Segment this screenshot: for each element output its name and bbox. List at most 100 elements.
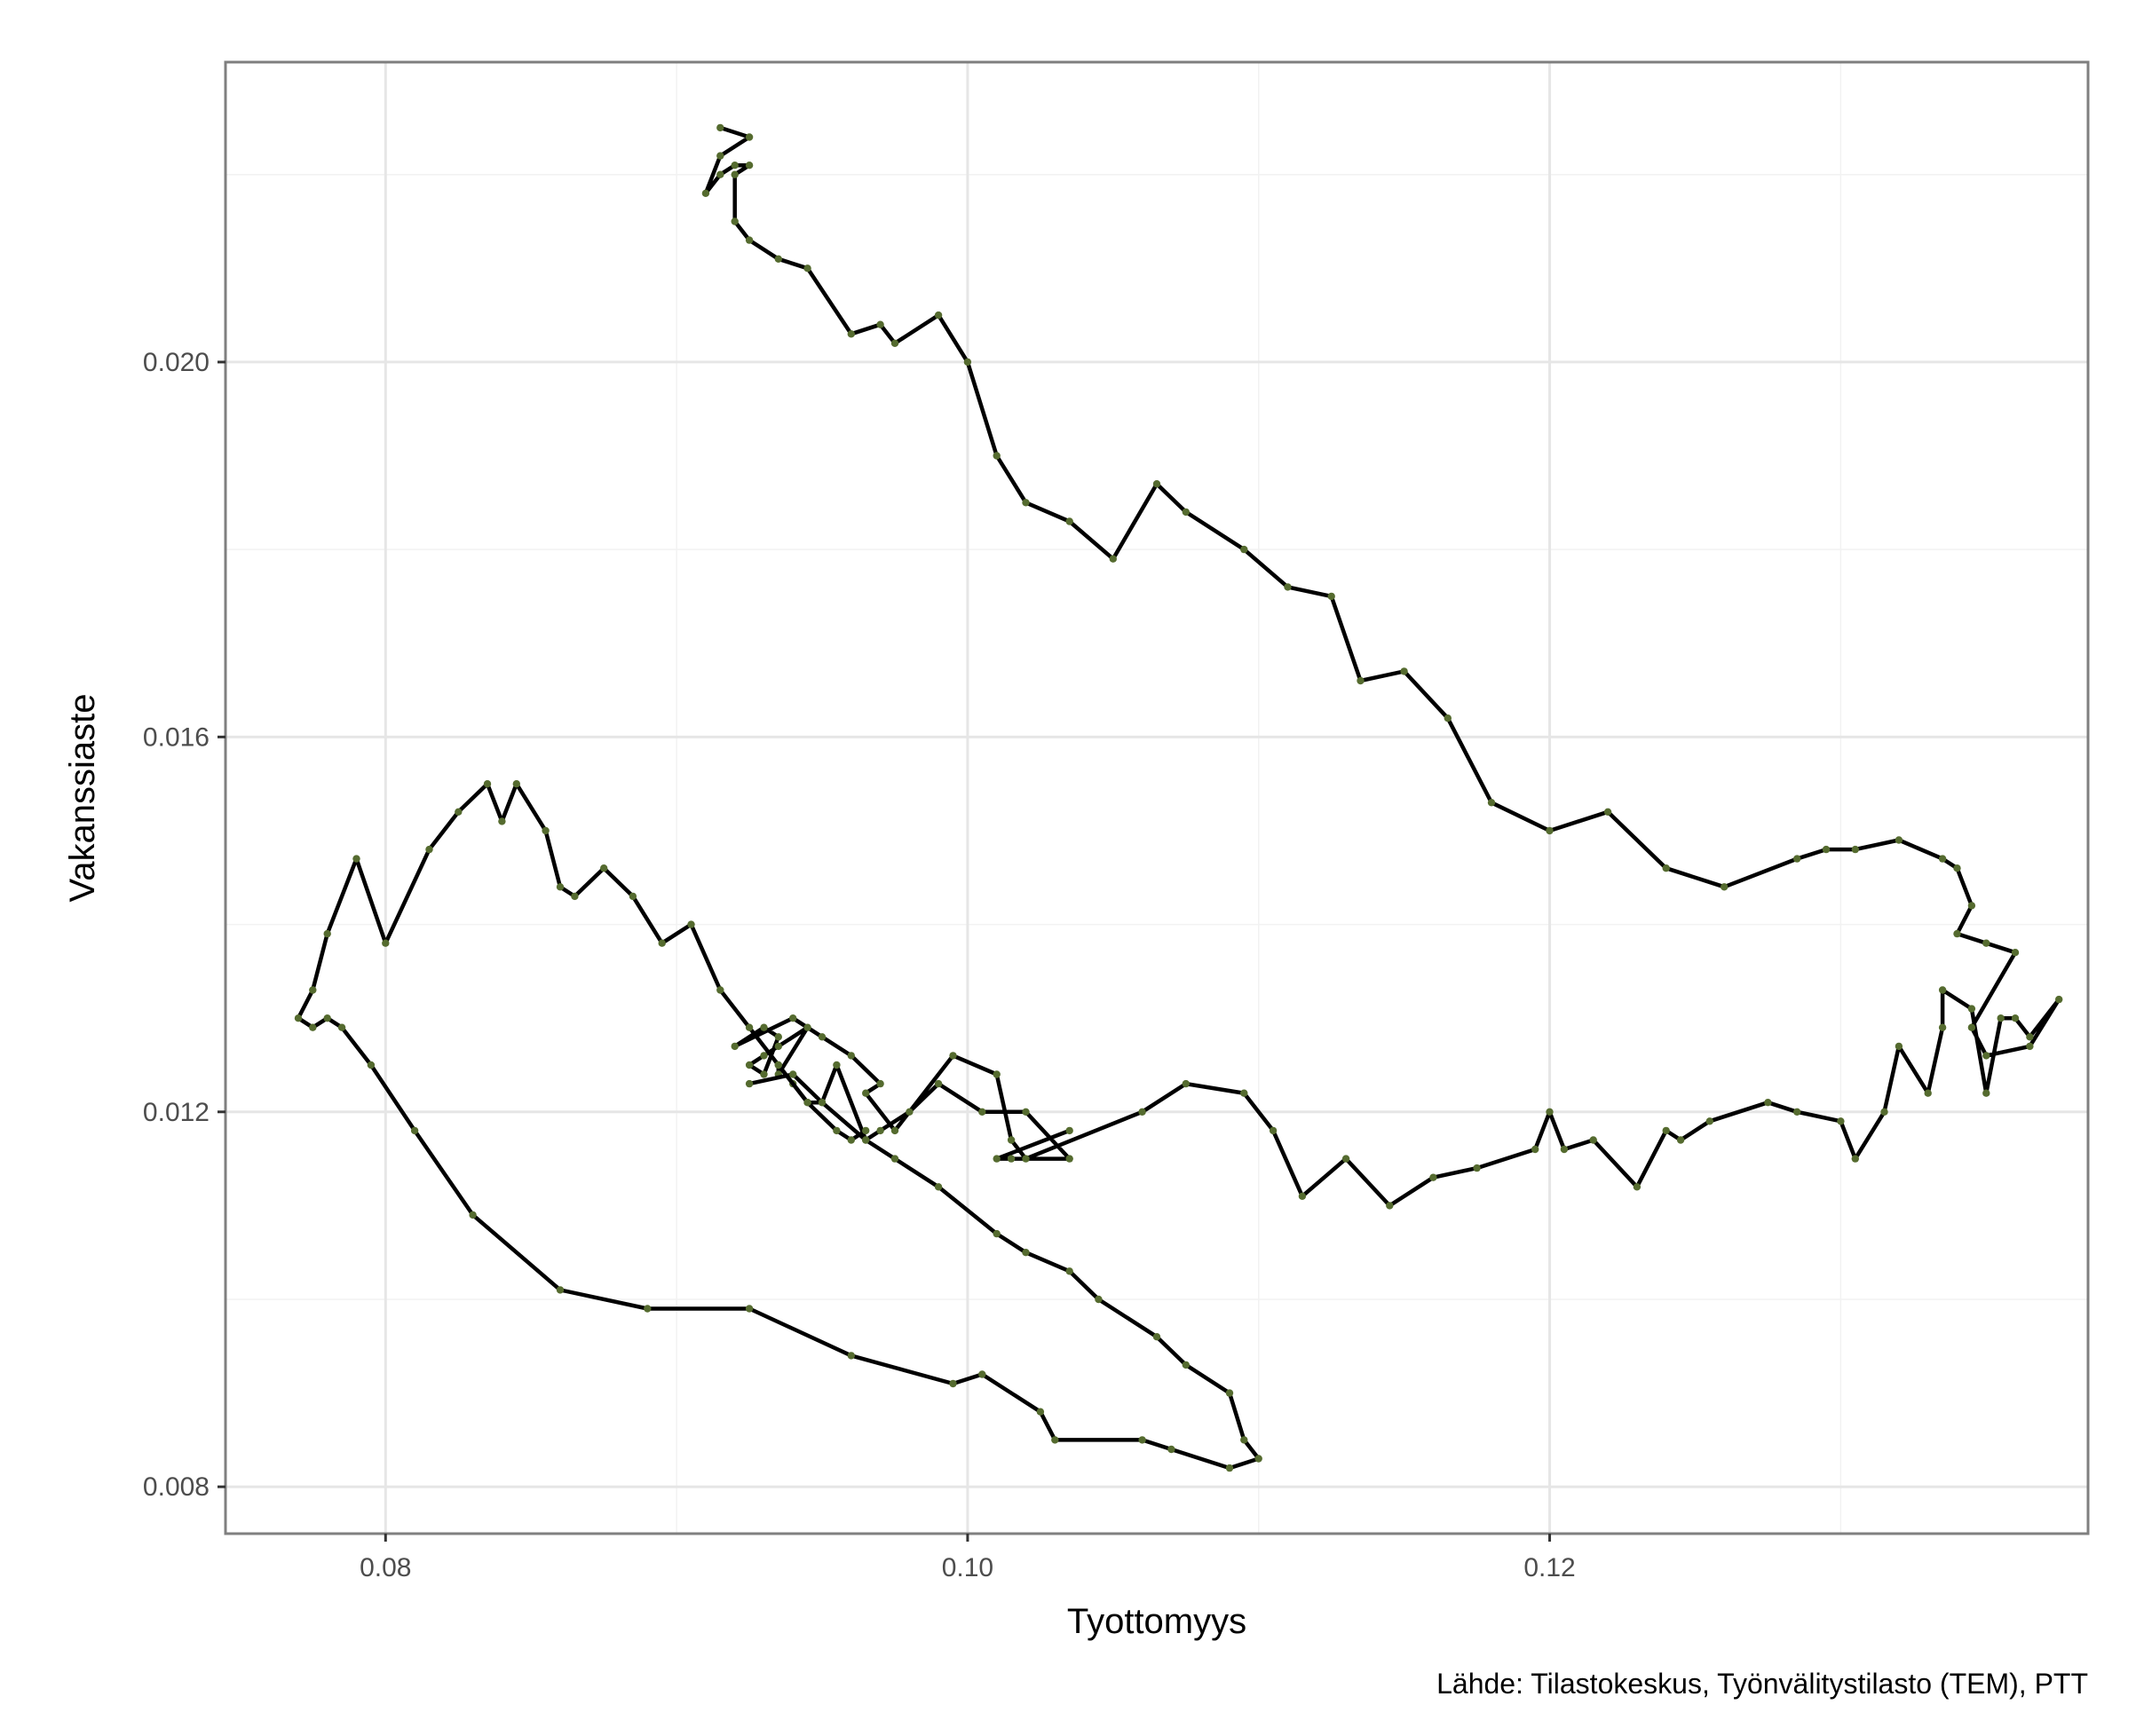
data-point-1-32: [294, 1014, 303, 1022]
data-point-0-73: [1953, 864, 1961, 872]
data-point-1-53: [833, 1126, 841, 1135]
data-point-1-1: [789, 1070, 797, 1078]
data-point-0-110: [716, 152, 724, 160]
data-point-0-24: [789, 1014, 797, 1022]
data-point-0-28: [862, 1089, 870, 1097]
data-point-0-3: [1065, 1155, 1073, 1163]
data-point-0-69: [2011, 949, 2020, 957]
data-point-0-64: [2026, 1033, 2034, 1041]
data-point-1-51: [774, 1061, 782, 1069]
data-point-0-97: [934, 311, 943, 320]
data-point-1-12: [1225, 1389, 1234, 1397]
grid-layer: [225, 62, 2088, 1534]
data-point-1-28: [367, 1061, 376, 1069]
data-point-1-13: [1240, 1436, 1248, 1444]
data-point-1-15: [1225, 1464, 1234, 1472]
data-point-0-33: [1022, 1155, 1030, 1163]
series-layer: [294, 123, 2063, 1472]
data-point-0-2: [1007, 1155, 1016, 1163]
data-point-1-33: [309, 986, 317, 994]
data-point-0-40: [1386, 1202, 1394, 1210]
data-point-0-34: [1138, 1108, 1146, 1117]
axis-layer: 0.08 0.10 0.12 0.008 0.012 0.016 0.020: [143, 348, 1576, 1582]
y-tick-label-0: 0.008: [143, 1472, 210, 1502]
data-point-0-17: [774, 1042, 782, 1051]
data-point-0-29: [890, 1126, 899, 1135]
data-point-1-39: [483, 780, 492, 788]
data-point-0-38: [1298, 1192, 1307, 1201]
data-point-0-55: [1880, 1108, 1888, 1117]
data-point-0-83: [1487, 799, 1496, 807]
data-point-1-38: [455, 808, 463, 816]
data-point-1-17: [1138, 1436, 1146, 1444]
data-point-0-66: [2026, 1042, 2034, 1051]
data-point-0-111: [745, 133, 754, 141]
data-point-0-85: [1400, 667, 1408, 675]
data-point-0-93: [1065, 517, 1073, 525]
x-tick-label-2: 0.12: [1523, 1553, 1575, 1582]
data-point-1-50: [745, 1023, 754, 1031]
data-point-0-109: [701, 189, 710, 197]
data-point-1-0: [745, 1079, 754, 1088]
data-point-0-26: [847, 1052, 855, 1060]
data-point-1-47: [658, 939, 666, 947]
data-point-0-50: [1705, 1117, 1714, 1125]
data-point-0-47: [1633, 1183, 1642, 1191]
data-point-1-18: [1051, 1436, 1059, 1444]
data-point-1-14: [1254, 1455, 1262, 1463]
data-point-1-6: [993, 1229, 1001, 1238]
data-point-1-31: [309, 1023, 317, 1031]
data-point-0-51: [1764, 1099, 1772, 1107]
data-point-0-39: [1341, 1155, 1350, 1163]
data-point-0-4: [1022, 1108, 1030, 1117]
y-tick-label-1: 0.012: [143, 1098, 210, 1127]
data-point-0-62: [1997, 1014, 2005, 1022]
data-point-0-46: [1589, 1136, 1597, 1144]
data-point-1-19: [1036, 1408, 1045, 1416]
data-point-0-35: [1182, 1079, 1191, 1088]
data-point-0-36: [1240, 1089, 1248, 1097]
data-point-0-98: [890, 339, 899, 347]
data-point-0-1: [993, 1155, 1001, 1163]
data-point-1-30: [323, 1014, 331, 1022]
data-point-1-35: [352, 855, 360, 863]
data-point-0-56: [1895, 1042, 1903, 1051]
data-point-1-43: [556, 883, 565, 891]
data-point-1-40: [498, 817, 506, 825]
data-point-0-44: [1546, 1108, 1554, 1117]
data-point-0-102: [774, 255, 782, 263]
data-point-0-84: [1444, 714, 1452, 722]
data-point-0-103: [745, 236, 754, 244]
data-point-1-4: [890, 1155, 899, 1163]
data-point-1-25: [556, 1286, 565, 1294]
x-tick-label-1: 0.10: [942, 1553, 993, 1582]
data-point-0-101: [803, 264, 811, 272]
data-point-0-5: [978, 1108, 986, 1117]
data-point-0-7: [906, 1108, 914, 1117]
data-point-0-61: [1982, 1089, 1990, 1097]
data-point-0-105: [731, 170, 739, 178]
data-point-1-54: [847, 1136, 855, 1144]
data-point-0-77: [1822, 845, 1831, 854]
data-point-1-9: [1095, 1295, 1103, 1304]
data-point-1-2: [818, 1099, 827, 1107]
data-point-0-27: [876, 1079, 884, 1088]
data-point-1-52: [803, 1099, 811, 1107]
data-point-1-10: [1152, 1333, 1161, 1341]
data-point-1-27: [410, 1126, 419, 1135]
data-point-0-57: [1924, 1089, 1932, 1097]
data-point-0-94: [1022, 499, 1030, 507]
data-point-0-19: [745, 1061, 754, 1069]
data-point-0-31: [993, 1070, 1001, 1078]
source-caption: Lähde: Tilastokeskus, Työnvälitystilasto…: [1436, 1668, 2088, 1700]
data-point-0-89: [1240, 545, 1248, 554]
data-point-0-49: [1676, 1136, 1685, 1144]
data-point-1-42: [542, 826, 550, 835]
data-point-1-11: [1182, 1361, 1191, 1369]
data-point-0-16: [803, 1023, 811, 1031]
data-point-1-8: [1065, 1267, 1073, 1275]
data-point-1-16: [1167, 1445, 1175, 1454]
data-point-1-21: [949, 1379, 957, 1388]
data-point-0-65: [2055, 995, 2063, 1004]
data-point-1-45: [600, 864, 608, 872]
